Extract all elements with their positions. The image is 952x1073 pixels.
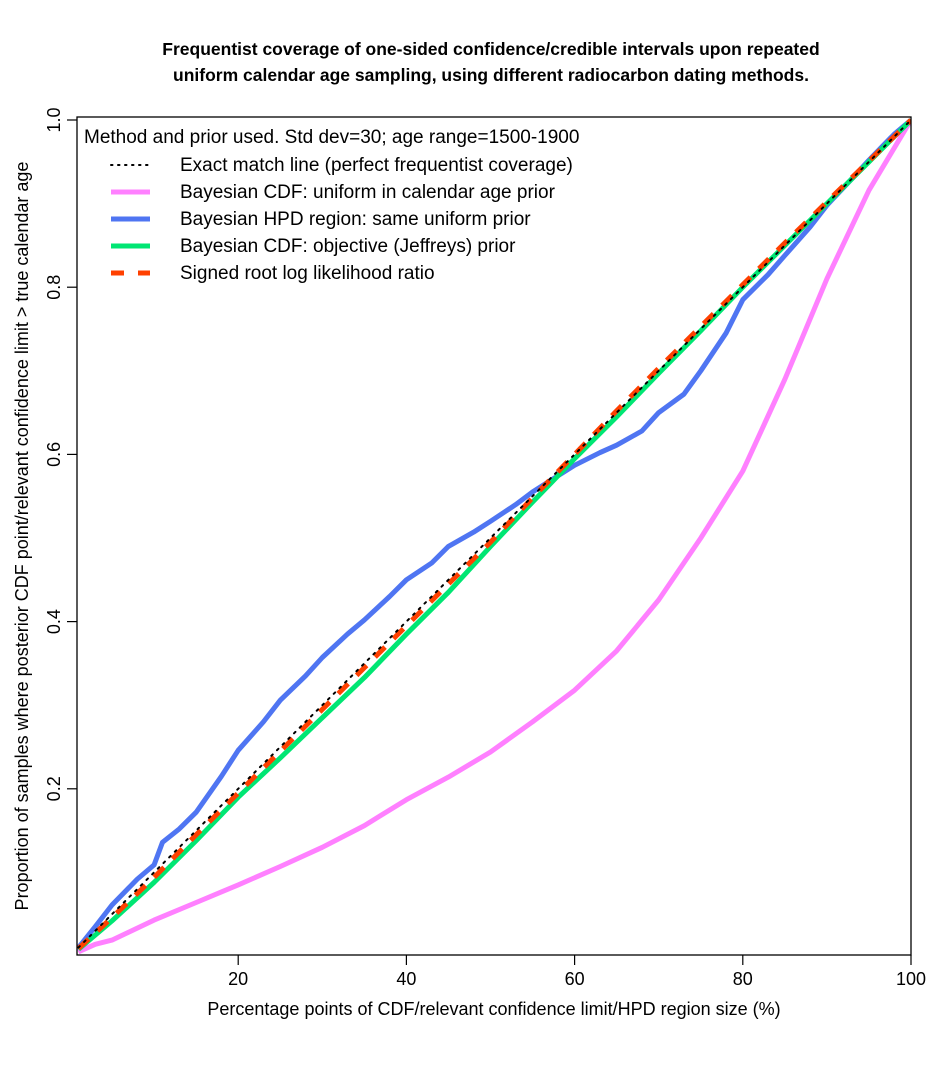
x-tick-label: 20 [228,969,248,989]
chart-title-line-1: Frequentist coverage of one-sided confid… [162,39,819,59]
legend-label: Bayesian CDF: objective (Jeffreys) prior [180,236,516,257]
legend-label: Bayesian HPD region: same uniform prior [180,209,531,230]
y-axis-label: Proportion of samples where posterior CD… [12,162,32,911]
y-axis: 0.2 0.4 0.6 0.8 1.0 [44,107,77,801]
series-line-1 [77,118,911,955]
chart-title-line-2: uniform calendar age sampling, using dif… [173,65,809,85]
legend-label: Bayesian CDF: uniform in calendar age pr… [180,182,556,203]
series-line-4 [77,118,911,951]
y-tick-label: 0.2 [44,776,64,801]
x-tick-label: 60 [565,969,585,989]
legend-label: Exact match line (perfect frequentist co… [180,155,573,176]
x-axis-label: Percentage points of CDF/relevant confid… [207,999,780,1019]
legend-label: Signed root log likelihood ratio [180,263,435,284]
x-tick-label: 80 [733,969,753,989]
x-tick-label: 40 [396,969,416,989]
x-axis: 20 40 60 80 100 [228,955,926,989]
series-layer [77,118,911,955]
y-tick-label: 0.4 [44,609,64,634]
y-tick-label: 0.8 [44,275,64,300]
y-tick-label: 0.6 [44,442,64,467]
series-line-2 [77,118,911,950]
series-line-0 [77,119,911,949]
x-tick-label: 100 [896,969,926,989]
plot-frame [76,116,912,956]
legend-title: Method and prior used. Std dev=30; age r… [84,127,579,148]
legend: Method and prior used. Std dev=30; age r… [84,127,579,284]
y-tick-label: 1.0 [44,107,64,132]
